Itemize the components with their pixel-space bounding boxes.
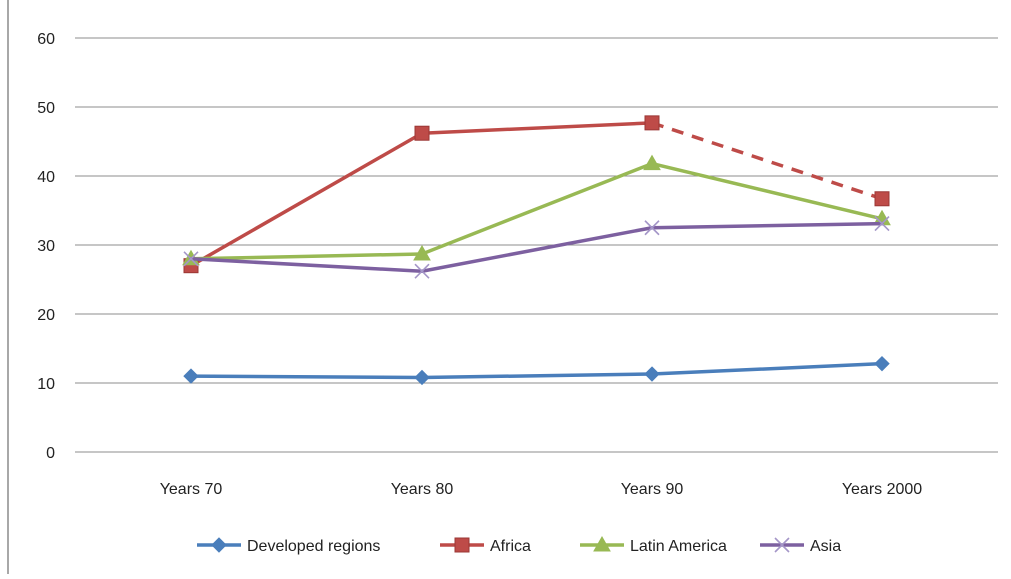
- data-point: [413, 244, 431, 261]
- legend-item: Latin America: [580, 535, 727, 555]
- y-tick-label: 10: [37, 376, 55, 393]
- data-point: [183, 251, 199, 267]
- x-tick-label: Years 90: [621, 481, 684, 498]
- data-point: [874, 191, 890, 207]
- legend-item: Developed regions: [197, 537, 380, 555]
- legend-label: Asia: [810, 538, 841, 555]
- x-tick-label: Years 80: [391, 481, 454, 498]
- data-point: [874, 355, 890, 372]
- legend-marker: [211, 537, 227, 553]
- y-tick-label: 40: [37, 169, 55, 186]
- y-tick-label: 50: [37, 100, 55, 117]
- data-point: [644, 220, 660, 236]
- data-point: [414, 369, 430, 386]
- legend-item: Africa: [440, 537, 531, 555]
- data-point: [644, 115, 660, 131]
- data-point: [183, 368, 199, 384]
- line-segment: [650, 161, 884, 221]
- data-point: [643, 154, 661, 171]
- x-tick-label: Years 2000: [842, 481, 922, 498]
- legend-marker: [593, 535, 611, 552]
- line-segment: [420, 372, 654, 380]
- legend-marker: [454, 537, 470, 553]
- line-segment: [651, 121, 883, 201]
- line-segment: [420, 226, 654, 273]
- line-segment: [420, 161, 654, 256]
- series-latin-america: [182, 154, 891, 266]
- y-tick-label: 30: [37, 238, 55, 255]
- line-segment: [189, 131, 424, 268]
- line-segment: [189, 257, 424, 273]
- x-tick-label: Years 70: [160, 481, 223, 498]
- series-asia: [183, 216, 890, 279]
- y-tick-label: 60: [37, 31, 55, 48]
- y-tick-label: 0: [46, 445, 55, 462]
- axis-labels: 0 10 20 30 40 50 60 Years 70 Years 80 Years 90 Yea…: [37, 31, 922, 498]
- y-tick-label: 20: [37, 307, 55, 324]
- legend-item: Asia: [760, 537, 841, 555]
- line-segment: [650, 221, 884, 230]
- data-point: [874, 216, 890, 232]
- legend-marker: [774, 537, 790, 553]
- line-segment: [420, 121, 654, 135]
- gridlines: [75, 37, 998, 453]
- legend: Developed regions Africa Latin America Asia: [197, 535, 841, 555]
- line-segment: [189, 252, 424, 261]
- data-point: [414, 125, 430, 141]
- series-lines: [182, 115, 891, 386]
- series-developed-regions: [183, 355, 890, 386]
- data-point: [414, 263, 430, 279]
- legend-label: Latin America: [630, 538, 727, 555]
- legend-label: Developed regions: [247, 538, 380, 555]
- legend-label: Africa: [490, 538, 531, 555]
- data-point: [644, 366, 660, 382]
- line-segment: [189, 374, 424, 380]
- line-segment: [650, 361, 884, 376]
